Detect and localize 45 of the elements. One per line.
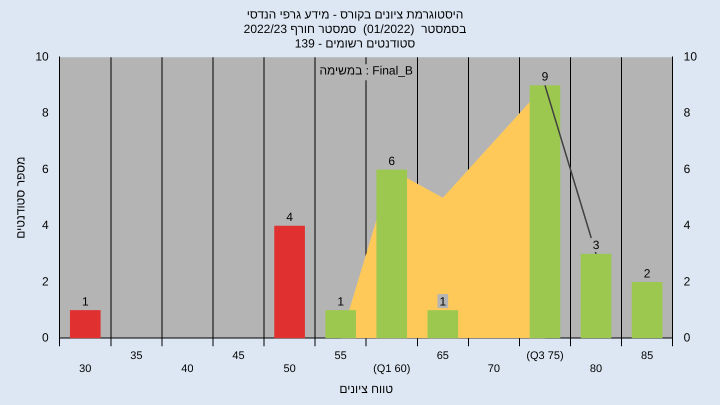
x-tick-label: 65: [436, 350, 449, 362]
bar: [376, 170, 408, 338]
y-axis-title: מספר סטודנטים: [14, 156, 28, 239]
x-tick-label: 30: [79, 363, 92, 376]
x-tick-label: 85: [640, 350, 654, 362]
data-label: 1: [439, 294, 446, 308]
x-tick-label: 55: [334, 350, 347, 362]
y-tick-label: 6: [42, 162, 50, 176]
data-label: 6: [388, 154, 396, 168]
x-tick-label: 50: [283, 363, 296, 376]
bar: [530, 85, 560, 338]
bar: [632, 282, 662, 338]
data-label: 2: [644, 266, 651, 280]
x-axis-title: טווח ציונים: [339, 382, 394, 396]
data-label: 1: [82, 294, 89, 308]
y2-tick-label: 10: [684, 50, 698, 64]
chart-title: היסטוגרמת ציונים בקורס - מידע גרפי הנדסי: [246, 8, 464, 22]
bar: [274, 226, 305, 338]
x-tick-label: 45: [232, 350, 245, 362]
y2-tick-label: 4: [684, 218, 691, 232]
y-tick-label: 8: [42, 106, 50, 120]
x-tick-label: 70: [488, 363, 500, 376]
data-label: 4: [286, 210, 294, 224]
chart-subtitle: בסמסטר (01/2022) סמסטר חורף 2022/23 סטודנטים רשומים - 139: [244, 22, 466, 50]
y-tick-label: 0: [42, 330, 50, 345]
y2-tick-label: 0: [684, 330, 691, 345]
x-tick-label: 40: [181, 363, 194, 376]
x-tick-label: (Q1 60): [373, 363, 410, 376]
data-label: 1: [337, 294, 344, 308]
y2-tick-label: 2: [684, 274, 691, 288]
annotation: במשימה : Final_B: [319, 64, 413, 78]
y2-tick-label: 6: [684, 162, 691, 176]
data-label: 9: [542, 70, 549, 84]
y-tick-label: 2: [42, 274, 50, 288]
bar: [427, 310, 458, 338]
bar: [70, 310, 101, 338]
x-tick-label: 80: [590, 363, 602, 376]
x-tick-label: 35: [130, 350, 142, 362]
bar: [325, 310, 356, 338]
y-tick-label: 4: [42, 218, 50, 232]
data-label: 3: [592, 238, 600, 252]
y2-tick-label: 8: [684, 106, 691, 120]
bar: [580, 254, 612, 338]
x-tick-label: (Q3 75): [526, 350, 564, 362]
y-tick-label: 10: [35, 50, 50, 64]
